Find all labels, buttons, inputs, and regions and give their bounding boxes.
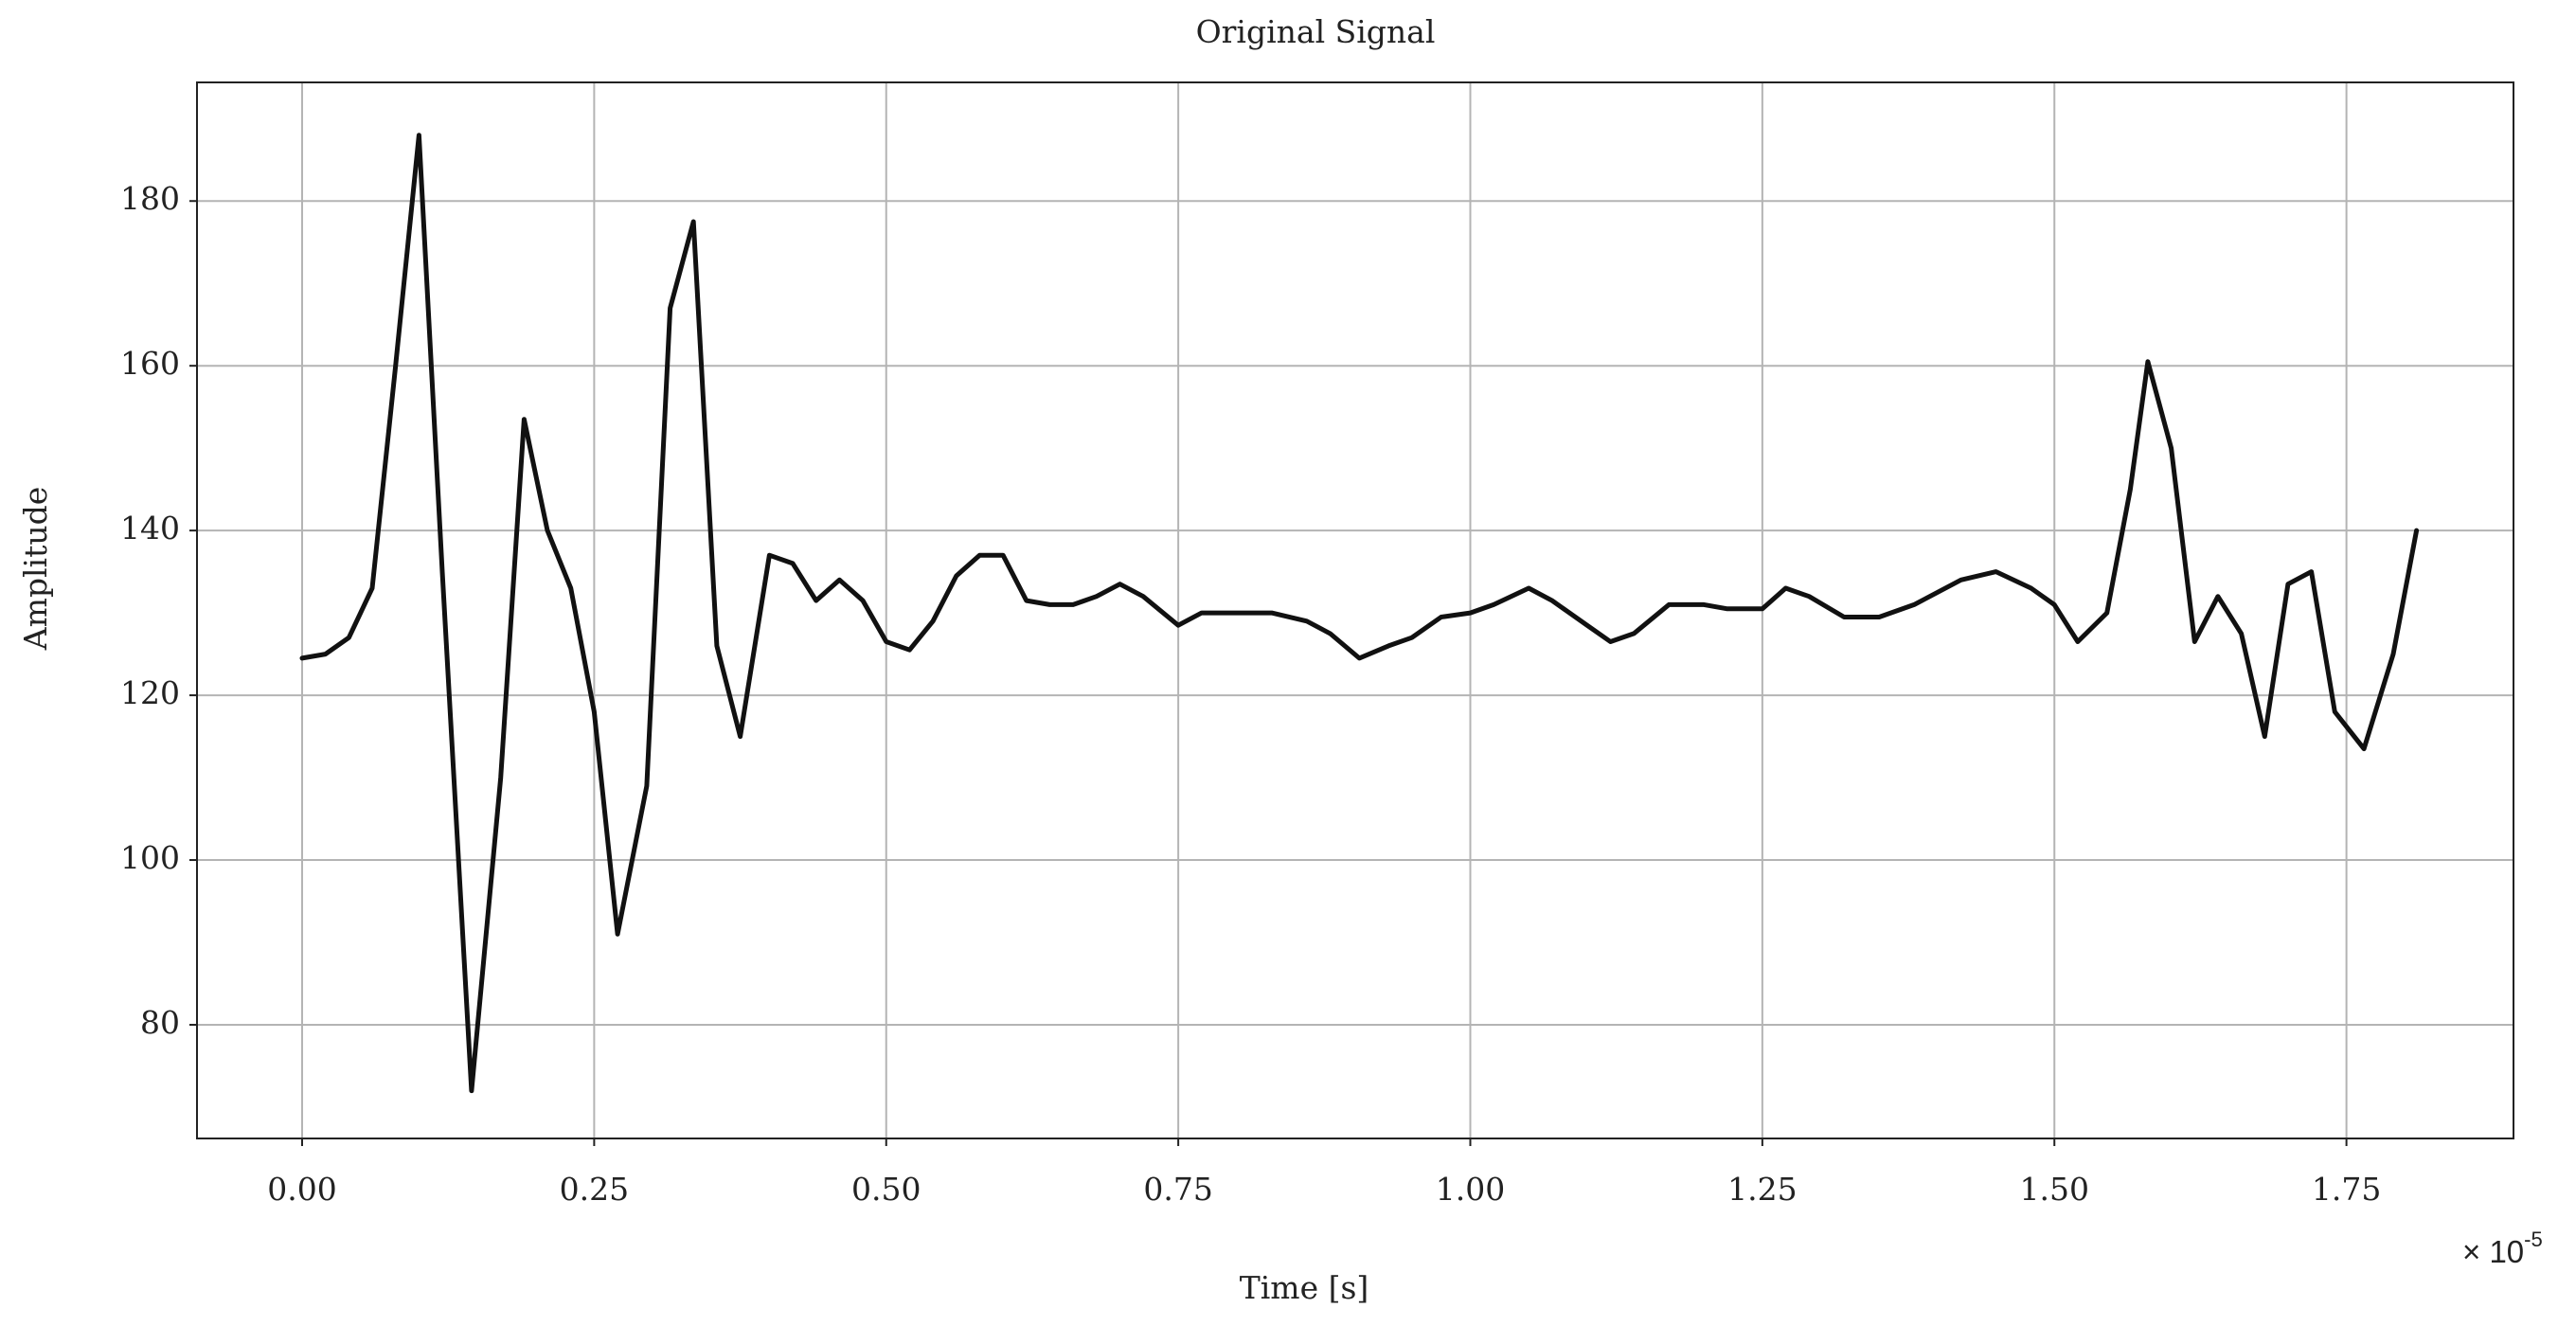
x-tick-label: 0.25 bbox=[560, 1171, 629, 1208]
x-tick-label: 0.00 bbox=[267, 1171, 336, 1208]
plot-frame bbox=[196, 81, 2514, 1139]
x-tick-label: 1.50 bbox=[2019, 1171, 2088, 1208]
chart-title: Original Signal bbox=[1196, 13, 1436, 50]
y-tick-label: 180 bbox=[120, 180, 180, 217]
y-axis-label: Amplitude bbox=[17, 487, 54, 652]
x-tick-label: 0.75 bbox=[1143, 1171, 1212, 1208]
x-axis-label: Time [s] bbox=[1240, 1269, 1369, 1306]
y-tick-label: 140 bbox=[120, 510, 180, 547]
y-tick-label: 100 bbox=[120, 839, 180, 876]
x-tick-label: 0.50 bbox=[851, 1171, 921, 1208]
offset-base: × 10 bbox=[2462, 1234, 2524, 1269]
x-offset-label: × 10-5 bbox=[2462, 1227, 2543, 1269]
x-tick-label: 1.00 bbox=[1436, 1171, 1505, 1208]
signal-line bbox=[299, 133, 2420, 1094]
y-tick-label: 80 bbox=[140, 1004, 180, 1041]
y-tick-label: 120 bbox=[120, 674, 180, 711]
y-tick-label: 160 bbox=[120, 345, 180, 382]
x-tick-label: 1.75 bbox=[2312, 1171, 2381, 1208]
offset-exponent: -5 bbox=[2524, 1227, 2543, 1251]
x-tick-label: 1.25 bbox=[1727, 1171, 1797, 1208]
